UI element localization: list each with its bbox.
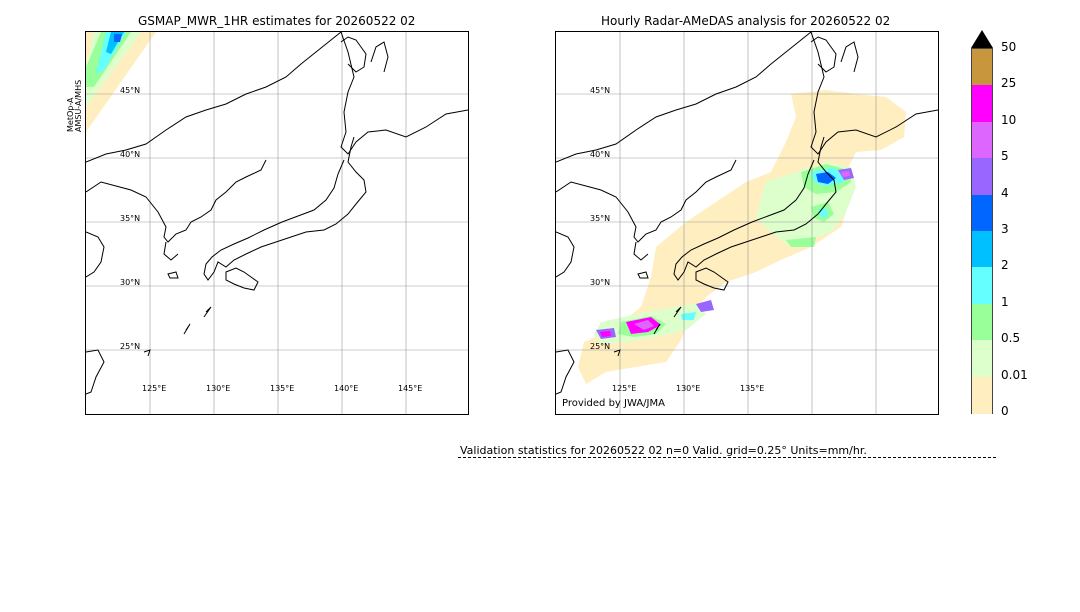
colorbar-tick-label: 2	[1001, 258, 1009, 273]
colorbar-segment	[972, 267, 992, 305]
colorbar-tick-label: 4	[1001, 185, 1009, 200]
right-map-title: Hourly Radar-AMeDAS analysis for 2026052…	[601, 14, 891, 28]
colorbar-segment	[972, 85, 992, 123]
left-map: 45°N 40°N 35°N 30°N 25°N 125°E 130°E 135…	[85, 31, 469, 415]
colorbar-tick-label: 0	[1001, 404, 1009, 418]
left-lat-label-30: 30°N	[120, 278, 141, 287]
stats-underline	[458, 457, 996, 458]
right-gridlines	[556, 32, 938, 414]
colorbar-tick-label: 3	[1001, 222, 1009, 236]
right-lat-label-45: 45°N	[590, 86, 611, 95]
right-lon-label-130: 130°E	[676, 384, 701, 393]
colorbar-segment	[972, 231, 992, 268]
colorbar-segment	[972, 376, 992, 414]
right-precip-field	[578, 90, 906, 384]
right-coastlines	[556, 32, 938, 395]
colorbar-extend-arrow	[971, 30, 993, 48]
right-lat-label-30: 30°N	[590, 278, 611, 287]
left-coastlines	[86, 32, 468, 395]
left-map-canvas	[86, 32, 468, 414]
left-gridlines	[86, 32, 468, 414]
left-lon-label-130: 130°E	[206, 384, 231, 393]
right-map-canvas	[556, 32, 938, 414]
validation-statistics: Validation statistics for 20260522 02 n=…	[460, 444, 867, 457]
left-lat-label-45: 45°N	[120, 86, 141, 95]
left-lon-label-145: 145°E	[398, 384, 423, 393]
left-lon-label-125: 125°E	[142, 384, 167, 393]
colorbar-tick-label: 5	[1001, 149, 1009, 164]
left-lon-label-140: 140°E	[334, 384, 359, 393]
colorbar-tick-label: 50	[1001, 40, 1017, 54]
data-credit: Provided by JWA/JMA	[562, 398, 665, 409]
colorbar-segment	[972, 158, 992, 196]
left-map-title: GSMAP_MWR_1HR estimates for 20260522 02	[138, 14, 416, 28]
left-lat-label-40: 40°N	[120, 150, 141, 159]
left-lat-label-25: 25°N	[120, 342, 141, 351]
colorbar-segment	[972, 194, 992, 232]
colorbar-tick-label: 10	[1001, 112, 1017, 127]
right-lon-label-135: 135°E	[740, 384, 765, 393]
colorbar-tick-label: 0.01	[1001, 367, 1028, 382]
colorbar-segment	[972, 303, 992, 341]
left-lon-label-135: 135°E	[270, 384, 295, 393]
colorbar-segment	[972, 340, 992, 378]
right-lat-label-25: 25°N	[590, 342, 611, 351]
colorbar-segment	[972, 121, 992, 159]
left-precip-swath	[86, 32, 156, 132]
right-lat-label-35: 35°N	[590, 214, 611, 223]
colorbar-segment	[972, 49, 992, 86]
left-lat-label-35: 35°N	[120, 214, 141, 223]
sensor-label: AMSU-A/MHS	[74, 79, 83, 132]
right-lat-label-40: 40°N	[590, 150, 611, 159]
right-lon-label-125: 125°E	[612, 384, 637, 393]
colorbar-tick-label: 0.5	[1001, 331, 1021, 346]
right-map: 45°N 40°N 35°N 30°N 25°N 125°E 130°E 135…	[555, 31, 939, 415]
colorbar-tick-label: 1	[1001, 294, 1009, 309]
colorbar	[971, 48, 993, 414]
colorbar-tick-label: 25	[1001, 76, 1017, 91]
